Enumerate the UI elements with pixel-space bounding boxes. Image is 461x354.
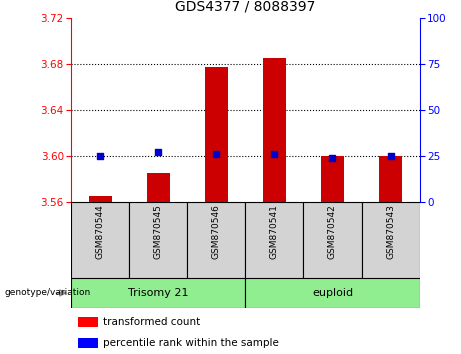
Bar	[71, 278, 245, 308]
Text: percentile rank within the sample: percentile rank within the sample	[103, 338, 278, 348]
Text: GSM870544: GSM870544	[96, 204, 105, 259]
Bar	[205, 67, 228, 202]
Text: transformed count: transformed count	[103, 317, 200, 327]
Bar	[71, 202, 130, 278]
Bar	[303, 202, 361, 278]
Bar	[361, 202, 420, 278]
Bar	[245, 278, 420, 308]
Text: GSM870545: GSM870545	[154, 204, 163, 259]
Bar	[78, 338, 98, 348]
Bar	[130, 202, 188, 278]
Bar	[379, 156, 402, 202]
Bar	[263, 58, 286, 202]
Bar	[147, 173, 170, 202]
Text: GSM870546: GSM870546	[212, 204, 221, 259]
Text: genotype/variation: genotype/variation	[5, 289, 91, 297]
Point	[387, 153, 394, 159]
Bar	[188, 202, 245, 278]
Title: GDS4377 / 8088397: GDS4377 / 8088397	[175, 0, 316, 14]
Text: GSM870542: GSM870542	[328, 204, 337, 259]
Point	[271, 151, 278, 157]
Point	[155, 149, 162, 155]
Bar	[78, 317, 98, 327]
Text: Trisomy 21: Trisomy 21	[128, 288, 189, 298]
Point	[329, 155, 336, 160]
Point	[97, 153, 104, 159]
Text: GSM870543: GSM870543	[386, 204, 395, 259]
Bar	[245, 202, 303, 278]
Bar	[321, 156, 344, 202]
Text: GSM870541: GSM870541	[270, 204, 279, 259]
Text: euploid: euploid	[312, 288, 353, 298]
Bar	[89, 196, 112, 202]
Point	[213, 151, 220, 157]
